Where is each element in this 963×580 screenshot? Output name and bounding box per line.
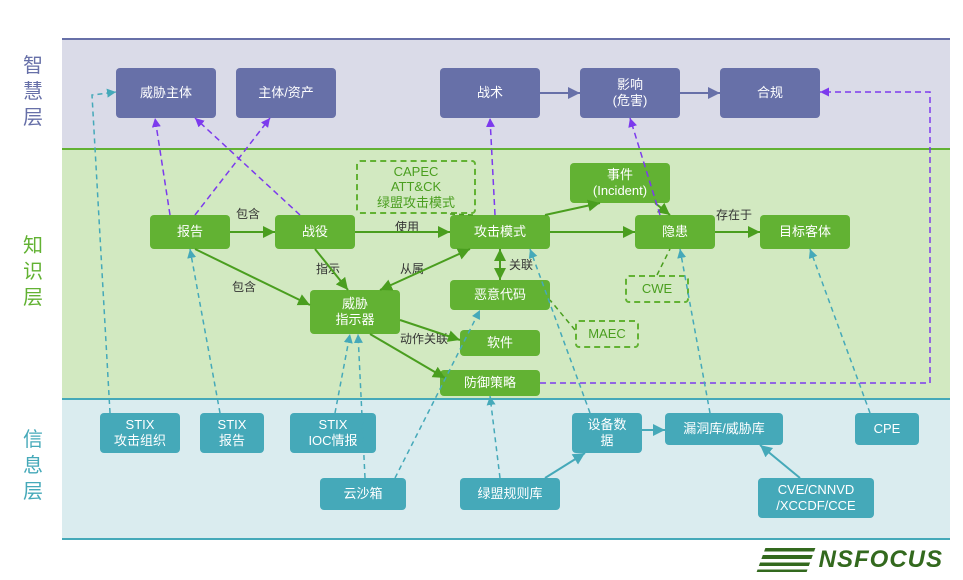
edge-label-2: 包含: [236, 205, 260, 222]
node-stix_ioc: STIX IOC情报: [290, 413, 376, 453]
node-campaign: 战役: [275, 215, 355, 249]
layer-label-wisdom: 智慧层: [18, 53, 48, 131]
node-malware: 恶意代码: [450, 280, 550, 310]
node-sandbox: 云沙箱: [320, 478, 406, 510]
layer-bg-knowledge: [62, 148, 950, 402]
node-nsfocus_rules: 绿盟规则库: [460, 478, 560, 510]
node-attack_pattern: 攻击模式: [450, 215, 550, 249]
node-impact: 影响 (危害): [580, 68, 680, 118]
node-software: 软件: [460, 330, 540, 356]
layer-label-info: 信息层: [18, 427, 48, 505]
node-compliance: 合规: [720, 68, 820, 118]
diagram-stage: 智慧层知识层信息层 威胁主体主体/资产 战术影响 (危害) 合规报告 战役 攻击模式事件 …: [0, 0, 963, 580]
layer-label-knowledge: 知识层: [18, 233, 48, 311]
edge-label-10: 从属: [400, 260, 424, 277]
logo-text: NSFOCUS: [819, 546, 943, 574]
node-device_data: 设备数 据: [572, 413, 642, 453]
node-tactic: 战术: [440, 68, 540, 118]
node-incident: 事件 (Incident): [570, 163, 670, 203]
node-defense: 防御策略: [440, 370, 540, 396]
edge-label-3: 使用: [395, 218, 419, 235]
node-target: 目标客体: [760, 215, 850, 249]
node-stix_org: STIX 攻击组织: [100, 413, 180, 453]
edge-label-9: 指示: [316, 260, 340, 277]
node-stix_report: STIX 报告: [200, 413, 264, 453]
edge-label-11: 关联: [509, 256, 533, 273]
node-capec: CAPEC ATT&CK 绿盟攻击模式: [356, 160, 476, 214]
node-threat_actor: 威胁主体: [116, 68, 216, 118]
edge-label-8: 包含: [232, 278, 256, 295]
nsfocus-logo: NSFOCUS: [761, 546, 943, 574]
node-asset: 主体/资产: [236, 68, 336, 118]
logo-stripes-icon: [756, 548, 815, 572]
node-cwe: CWE: [625, 275, 689, 303]
layer-bg-info: [62, 398, 950, 540]
node-risk: 隐患: [635, 215, 715, 249]
node-indicator: 威胁 指示器: [310, 290, 400, 334]
node-report: 报告: [150, 215, 230, 249]
node-maec: MAEC: [575, 320, 639, 348]
edge-label-5: 存在于: [716, 206, 752, 223]
node-cpe: CPE: [855, 413, 919, 445]
edge-label-12: 动作关联: [400, 330, 448, 347]
node-vuln_db: 漏洞库/威胁库: [665, 413, 783, 445]
node-cve: CVE/CNNVD /XCCDF/CCE: [758, 478, 874, 518]
